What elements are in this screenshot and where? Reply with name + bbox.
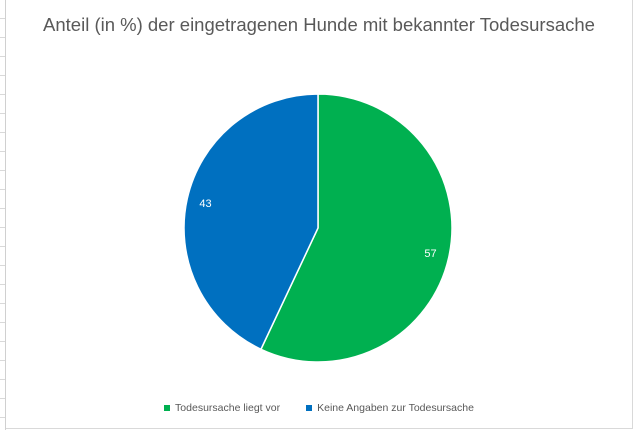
legend-swatch-blue <box>306 405 313 411</box>
chart-title: Anteil (in %) der eingetragenen Hunde mi… <box>43 14 595 35</box>
legend-label: Todesursache liegt vor <box>175 402 281 414</box>
data-label-keine-angaben: 43 <box>199 198 211 210</box>
legend-item-todesursache: Todesursache liegt vor <box>164 402 280 414</box>
data-label-todesursache: 57 <box>424 248 436 260</box>
pie-slice-todesursache[interactable] <box>259 93 453 363</box>
legend-label: Keine Angaben zur Todesursache <box>317 402 474 414</box>
pie-plot: 57 43 <box>183 93 453 363</box>
chart-legend: Todesursache liegt vor Keine Angaben zur… <box>6 402 632 414</box>
chart-area[interactable]: Anteil (in %) der eingetragenen Hunde mi… <box>6 0 633 429</box>
legend-swatch-green <box>164 405 171 411</box>
legend-item-keine-angaben: Keine Angaben zur Todesursache <box>306 402 474 414</box>
pie-slice-keine-angaben[interactable] <box>183 93 319 351</box>
sheet-row-edge <box>0 0 6 430</box>
